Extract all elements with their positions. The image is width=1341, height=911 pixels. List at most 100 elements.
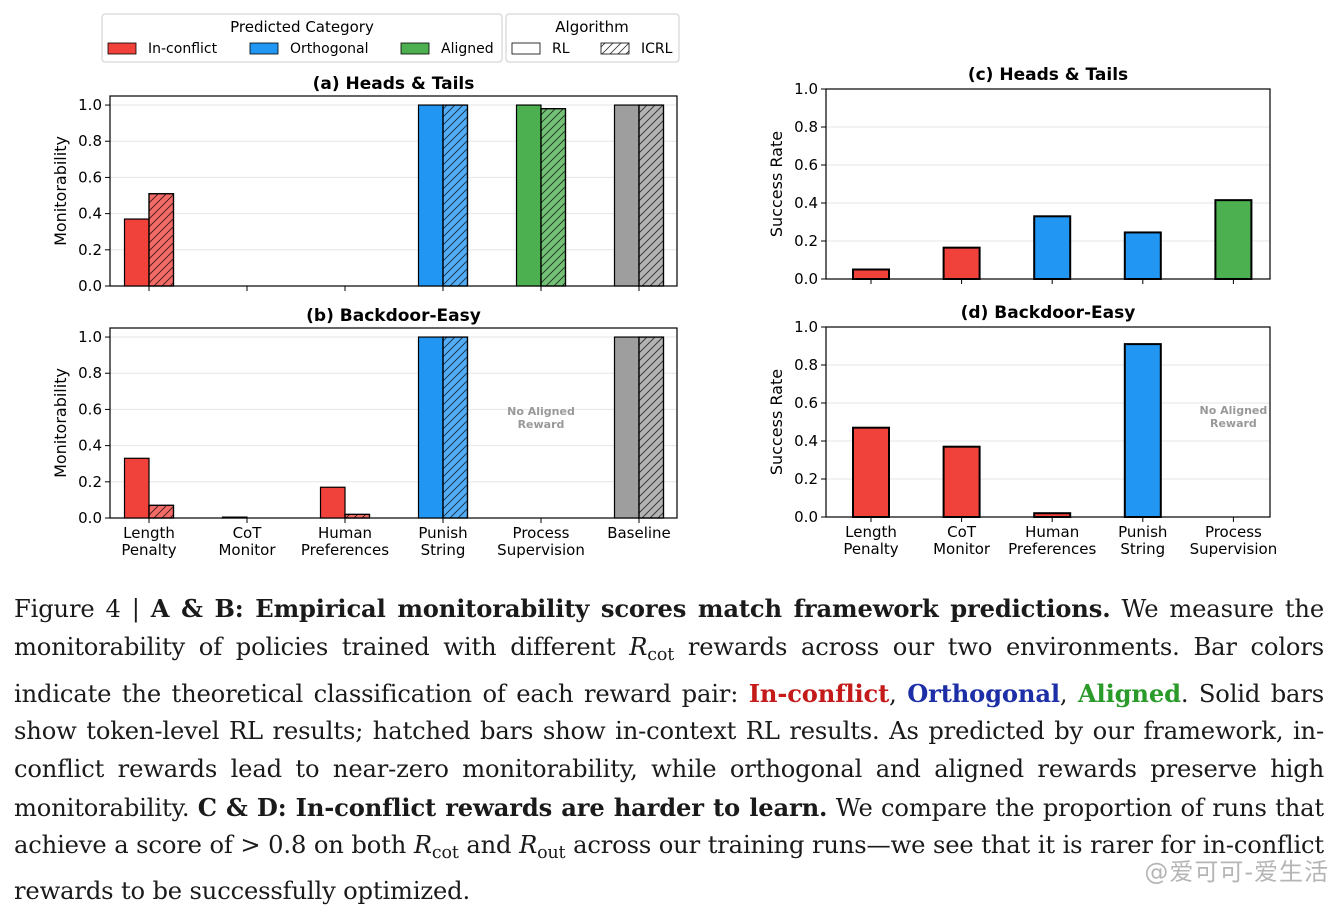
bar-3 xyxy=(1123,343,1162,518)
y-tick-label: 0.6 xyxy=(794,156,818,174)
y-tick-label: 1.0 xyxy=(78,328,102,346)
bar-rl-0 xyxy=(123,218,150,287)
plot-frame xyxy=(109,95,678,287)
legend-category-title: Predicted Category xyxy=(230,18,374,36)
bar-3 xyxy=(1123,231,1162,280)
legend-swatch-orthogonal xyxy=(249,42,279,55)
chart-title: (a) Heads & Tails xyxy=(313,74,475,94)
caption-symbol-r-cot-2: Rcot xyxy=(413,831,459,863)
bar-rl-5 xyxy=(613,104,640,287)
y-tick-label: 0.2 xyxy=(78,241,102,259)
y-axis-label: Success Rate xyxy=(767,369,786,475)
y-axis-label: Success Rate xyxy=(767,131,786,237)
bar-rl-3 xyxy=(417,104,444,287)
bar-1 xyxy=(942,246,981,280)
legend-label-in-conflict: In-conflict xyxy=(148,41,218,57)
caption-heading-cd: C & D: In-conflict rewards are harder to… xyxy=(197,792,828,822)
bar-hatch-0 xyxy=(148,193,175,287)
y-tick-label: 0.8 xyxy=(78,132,102,150)
caption-heading-ab: A & B: Empirical monitorability scores m… xyxy=(150,594,1111,623)
y-axis-label: Monitorability xyxy=(51,136,70,246)
y-tick-label: 0.0 xyxy=(78,509,102,527)
y-tick-label: 0.4 xyxy=(78,437,102,455)
caption-comma-1: , xyxy=(889,679,908,708)
caption-sym-r-3: R xyxy=(519,831,538,860)
chart-c-heads-tails-success: 0.0 0.2 0.4 0.6 0.8 1.0 Success Rate (c) Heads … xyxy=(767,65,1271,288)
caption-sub-out: out xyxy=(537,843,566,864)
y-tick-label: 1.0 xyxy=(794,80,818,98)
x-tick-label: Process xyxy=(513,524,570,542)
legend-label-icrl: ICRL xyxy=(641,41,673,57)
x-tick-label: Baseline xyxy=(607,524,671,542)
x-tick-label: Monitor xyxy=(218,541,276,559)
chart-d-backdoor-easy-success: 0.0 0.2 0.4 0.6 0.8 1.0 Success Rate (d) Backdo… xyxy=(767,303,1277,558)
x-tick-label: Punish xyxy=(1118,523,1167,541)
y-tick-label: 0.6 xyxy=(78,168,102,186)
x-tick-label: CoT xyxy=(947,523,977,541)
x-tick-label: Punish xyxy=(418,524,467,542)
bar-rl-3 xyxy=(417,336,444,519)
figure-caption: Figure 4 | A & B: Empirical monitorabili… xyxy=(14,590,1324,911)
caption-sym-r-2: R xyxy=(413,831,432,860)
legend: Predicted Category In-conflict Orthogona… xyxy=(101,13,680,63)
y-tick-label: 0.8 xyxy=(794,356,818,374)
y-tick-label: 0.2 xyxy=(794,232,818,250)
x-tick-label: String xyxy=(1120,540,1165,558)
figure-canvas: Predicted Category In-conflict Orthogona… xyxy=(51,13,1277,559)
y-tick-label: 0.4 xyxy=(794,432,818,450)
legend-label-orthogonal: Orthogonal xyxy=(290,41,369,57)
y-tick-label: 0.8 xyxy=(794,118,818,136)
bar-hatch-2 xyxy=(344,513,371,519)
x-tick-label: Penalty xyxy=(843,540,898,558)
caption-symbol-r-out: Rout xyxy=(519,831,565,863)
bar-hatch-5 xyxy=(638,104,665,287)
bar-0 xyxy=(852,268,890,280)
legend-algorithm-title: Algorithm xyxy=(555,18,628,36)
legend-swatch-in-conflict xyxy=(107,42,137,55)
x-tick-label: Preferences xyxy=(1008,540,1096,558)
caption-text-1a: We measure the monitorability of policie… xyxy=(14,595,1324,661)
bar-0 xyxy=(852,426,890,519)
bar-rl-4 xyxy=(515,104,542,287)
y-tick-label: 0.6 xyxy=(794,394,818,412)
chart-a-heads-tails-monitorability: 0.0 0.2 0.4 0.6 0.8 1.0 Monitorability (a) Head… xyxy=(51,74,678,295)
y-tick-label: 1.0 xyxy=(78,96,102,114)
y-tick-label: 0.6 xyxy=(78,400,102,418)
y-tick-label: 0.2 xyxy=(78,473,102,491)
legend-swatch-icrl xyxy=(600,42,630,55)
y-axis-label: Monitorability xyxy=(51,368,70,478)
plot-frame xyxy=(825,326,1271,518)
caption-orthogonal: Orthogonal xyxy=(907,678,1060,708)
y-tick-label: 0.8 xyxy=(78,364,102,382)
caption-figure-label: Figure 4 | xyxy=(14,595,151,623)
caption-sub-cot: cot xyxy=(647,644,675,665)
x-tick-label: Process xyxy=(1205,523,1262,541)
y-tick-label: 0.0 xyxy=(78,277,102,295)
x-tick-label: Supervision xyxy=(497,541,585,559)
caption-text-1b: rewards across our two environments. Bar… xyxy=(14,632,1324,708)
legend-label-rl: RL xyxy=(552,41,570,57)
x-tick-label: Penalty xyxy=(121,541,176,559)
x-tick-label: Length xyxy=(123,524,175,542)
caption-aligned: Aligned xyxy=(1077,678,1181,708)
y-tick-label: 0.2 xyxy=(794,470,818,488)
x-tick-label: Human xyxy=(318,524,372,542)
bar-hatch-3 xyxy=(442,336,469,519)
y-tick-label: 0.0 xyxy=(794,508,818,526)
x-tick-label: Monitor xyxy=(933,540,991,558)
caption-comma-2: , xyxy=(1059,679,1078,708)
chart-title: (b) Backdoor-Easy xyxy=(306,306,481,326)
caption-text-2: . Solid bars show token-level RL results… xyxy=(14,679,1325,822)
bar-2 xyxy=(1033,512,1072,519)
bar-hatch-4 xyxy=(540,108,567,287)
bar-4 xyxy=(1214,199,1253,280)
bar-hatch-5 xyxy=(638,336,665,519)
bar-rl-0 xyxy=(123,457,150,519)
y-tick-label: 0.4 xyxy=(794,194,818,212)
legend-swatch-rl xyxy=(511,42,541,55)
caption-in-conflict: In-conflict xyxy=(748,678,890,708)
y-tick-label: 0.4 xyxy=(78,205,102,223)
chart-b-backdoor-easy-monitorability: 0.0 0.2 0.4 0.6 0.8 1.0 Monitorability (b) Back… xyxy=(51,306,678,559)
annotation-no-aligned-reward: No Aligned xyxy=(507,405,575,418)
legend-label-aligned: Aligned xyxy=(441,41,494,57)
